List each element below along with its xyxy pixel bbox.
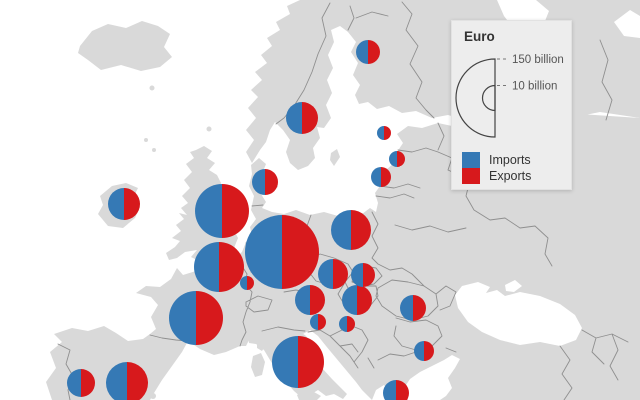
legend-key-exports: Exports (462, 168, 531, 184)
imports-label: Imports (489, 153, 531, 167)
trade-bubbles-layer (67, 40, 434, 400)
trade-bubble-exports-ireland[interactable] (124, 188, 140, 220)
trade-bubble-exports-greece[interactable] (396, 380, 409, 400)
trade-bubble-exports-spain[interactable] (127, 362, 148, 400)
trade-bubble-exports-romania[interactable] (413, 295, 426, 321)
trade-bubble-exports-denmark[interactable] (265, 169, 278, 195)
trade-bubble-imports-romania[interactable] (400, 295, 413, 321)
trade-bubble-exports-latvia[interactable] (397, 151, 405, 167)
trade-bubble-exports-finland[interactable] (368, 40, 380, 64)
exports-label: Exports (489, 169, 532, 183)
trade-bubble-exports-poland[interactable] (351, 210, 371, 250)
land-sardinia (251, 353, 265, 377)
trade-bubble-exports-hungary[interactable] (357, 285, 372, 315)
exports-swatch (462, 168, 480, 184)
trade-bubble-imports-croatia[interactable] (339, 316, 347, 332)
trade-bubble-exports-slovakia[interactable] (363, 263, 375, 287)
trade-bubble-exports-italy[interactable] (298, 336, 324, 388)
trade-bubble-exports-united-kingdom[interactable] (222, 184, 249, 238)
trade-bubble-imports-spain[interactable] (106, 362, 127, 400)
trade-bubble-exports-croatia[interactable] (347, 316, 355, 332)
trade-bubble-exports-bulgaria[interactable] (424, 341, 434, 361)
imports-swatch (462, 152, 480, 168)
trade-bubble-imports-estonia[interactable] (377, 126, 384, 140)
land-iceland (78, 21, 172, 71)
trade-bubble-imports-slovenia[interactable] (310, 314, 318, 330)
sea-white-sea-2 (614, 10, 640, 38)
trade-bubble-exports-portugal[interactable] (81, 369, 95, 397)
trade-bubble-imports-finland[interactable] (356, 40, 368, 64)
trade-bubble-exports-slovenia[interactable] (318, 314, 326, 330)
trade-bubble-imports-ireland[interactable] (108, 188, 124, 220)
trade-bubble-imports-belgium[interactable] (194, 242, 219, 292)
trade-bubble-imports-italy[interactable] (272, 336, 298, 388)
land-corsica (257, 336, 267, 351)
trade-bubble-exports-belgium[interactable] (219, 242, 244, 292)
trade-bubble-imports-portugal[interactable] (67, 369, 81, 397)
trade-bubble-imports-france[interactable] (169, 291, 196, 345)
sea-black-sea (455, 282, 582, 346)
land-sicily (297, 391, 321, 400)
land-gotland (330, 149, 340, 166)
trade-bubble-imports-latvia[interactable] (389, 151, 397, 167)
trade-bubble-exports-czechia[interactable] (333, 259, 348, 289)
trade-bubble-imports-hungary[interactable] (342, 285, 357, 315)
legend-panel: Euro 150 billion 10 billion Imports Expor… (451, 20, 572, 190)
trade-bubble-imports-greece[interactable] (383, 380, 396, 400)
legend-size-label-1: 10 billion (512, 81, 557, 93)
land-faroe (149, 85, 155, 91)
trade-bubble-exports-sweden[interactable] (302, 102, 318, 134)
trade-bubble-imports-slovakia[interactable] (351, 263, 363, 287)
trade-bubble-exports-austria[interactable] (310, 285, 325, 315)
trade-bubble-imports-sweden[interactable] (286, 102, 302, 134)
land-balearics (150, 393, 156, 399)
legend-size-circle-1 (481, 84, 496, 112)
trade-bubble-exports-lithuania[interactable] (381, 167, 391, 187)
legend-key-imports: Imports (462, 152, 531, 168)
trade-bubble-exports-france[interactable] (196, 291, 223, 345)
trade-bubble-imports-bulgaria[interactable] (414, 341, 424, 361)
trade-bubble-exports-estonia[interactable] (384, 126, 391, 140)
legend-size-scale: 150 billion 10 billion (455, 54, 564, 138)
sea-azov (505, 280, 522, 292)
country-borders (57, 1, 629, 400)
trade-bubble-imports-luxembourg[interactable] (240, 276, 247, 290)
legend-title: Euro (464, 29, 495, 44)
trade-bubble-imports-germany[interactable] (245, 215, 282, 289)
trade-bubble-imports-lithuania[interactable] (371, 167, 381, 187)
legend-color-keys: Imports Exports (462, 152, 531, 184)
trade-bubble-imports-united-kingdom[interactable] (195, 184, 222, 238)
trade-bubble-imports-poland[interactable] (331, 210, 351, 250)
trade-bubble-imports-czechia[interactable] (318, 259, 333, 289)
land-hebrides-2 (152, 148, 156, 152)
legend-size-label-0: 150 billion (512, 54, 564, 66)
trade-bubble-exports-luxembourg[interactable] (247, 276, 254, 290)
land-hebrides-1 (144, 138, 148, 142)
trade-bubble-exports-germany[interactable] (282, 215, 319, 289)
legend-size-circle-0 (455, 58, 496, 138)
trade-bubble-imports-austria[interactable] (295, 285, 310, 315)
trade-bubble-imports-denmark[interactable] (252, 169, 265, 195)
sea-aegean (404, 355, 460, 400)
land-orkney (206, 126, 212, 132)
